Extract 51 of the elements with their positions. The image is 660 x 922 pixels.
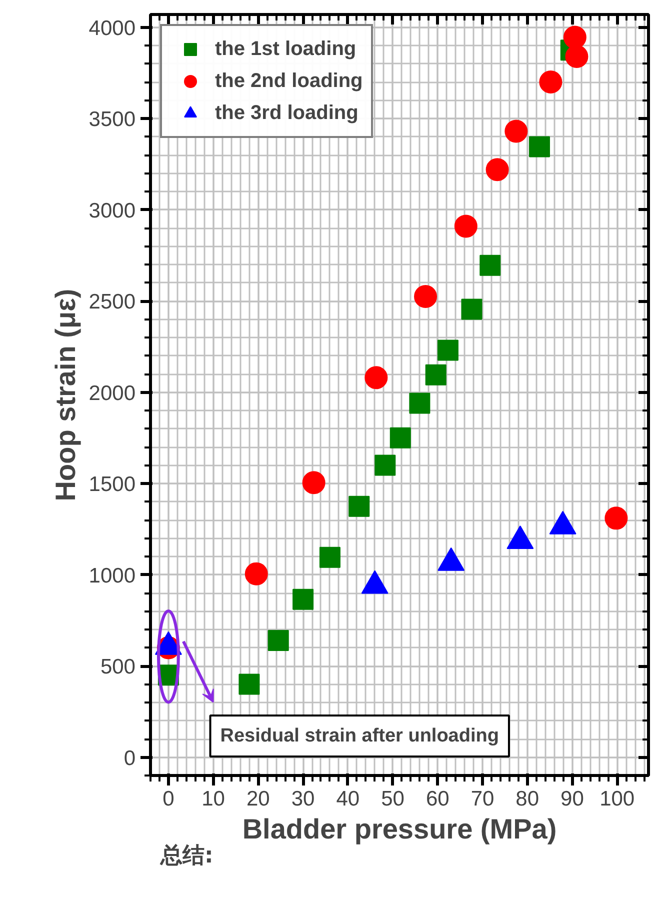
x-tick-label: 90 [560, 788, 584, 810]
point [539, 70, 562, 94]
point [425, 364, 446, 386]
legend-label: the 3rd loading [215, 102, 358, 124]
y-tick-label: 1500 [88, 473, 136, 496]
x-tick-label: 40 [336, 788, 360, 810]
y-axis-title: Hoop strain (με) [50, 288, 81, 502]
x-tick-label: 20 [246, 788, 270, 810]
text: 总结: [160, 844, 214, 868]
point [364, 366, 388, 390]
x-tick-label: 70 [470, 788, 494, 810]
x-tick-label: 30 [291, 788, 315, 810]
y-tick-label: 3500 [88, 108, 136, 132]
point [374, 454, 396, 476]
point [302, 471, 326, 494]
y-tick-label: 3000 [88, 199, 136, 222]
point [390, 427, 411, 448]
point [528, 136, 550, 158]
point [414, 284, 438, 308]
x-tick-label: 50 [381, 788, 404, 810]
point [480, 254, 501, 276]
point [504, 120, 528, 143]
y-tick-label: 4000 [88, 16, 136, 40]
legend-label: the 1st loading [215, 38, 356, 60]
point [319, 546, 340, 568]
x-tick-label: 0 [162, 788, 174, 810]
point [409, 392, 430, 414]
annotation: Residual strain after unloading [220, 725, 499, 746]
point [238, 674, 260, 695]
point [437, 340, 458, 361]
y-tick-label: 1000 [88, 564, 136, 588]
point [563, 26, 586, 49]
point [244, 562, 268, 586]
x-tick-label: 100 [600, 788, 635, 810]
point [565, 44, 588, 68]
legend-label: the 2nd loading [215, 70, 363, 92]
point [604, 506, 628, 530]
y-tick-label: 0 [124, 746, 136, 770]
point [461, 298, 482, 320]
y-tick-label: 2000 [88, 382, 136, 405]
point [292, 588, 314, 610]
y-tick-label: 2500 [88, 290, 136, 314]
x-tick-label: 10 [202, 788, 225, 810]
point [454, 214, 478, 238]
x-tick-label: 80 [516, 788, 540, 810]
point [486, 158, 509, 182]
point [268, 630, 289, 651]
point [348, 496, 370, 517]
x-axis-title: Bladder pressure (MPa) [242, 814, 557, 844]
y-tick-label: 500 [100, 656, 136, 679]
x-tick-label: 60 [426, 788, 450, 810]
